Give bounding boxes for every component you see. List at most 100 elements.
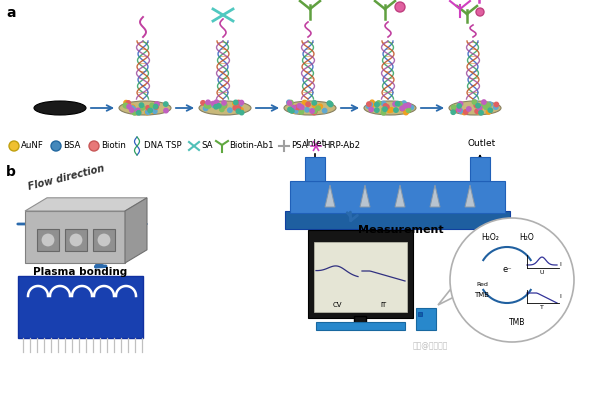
Circle shape — [476, 8, 484, 16]
Circle shape — [487, 110, 491, 114]
Circle shape — [151, 106, 156, 110]
Circle shape — [474, 103, 479, 107]
Circle shape — [402, 101, 406, 105]
Circle shape — [313, 109, 317, 113]
Circle shape — [299, 105, 304, 110]
Ellipse shape — [34, 101, 86, 115]
Circle shape — [239, 108, 243, 112]
Circle shape — [289, 100, 293, 105]
Circle shape — [51, 141, 61, 151]
Circle shape — [239, 100, 244, 105]
Circle shape — [395, 102, 400, 106]
Text: b: b — [6, 165, 16, 179]
Polygon shape — [125, 198, 147, 263]
Circle shape — [293, 109, 297, 113]
Circle shape — [287, 100, 291, 104]
Circle shape — [206, 104, 211, 108]
Bar — [65, 229, 87, 251]
Text: AuNF: AuNF — [21, 142, 44, 150]
Circle shape — [406, 104, 410, 108]
Circle shape — [376, 101, 381, 105]
Circle shape — [476, 103, 480, 108]
Text: H₂O: H₂O — [520, 233, 535, 242]
Circle shape — [488, 108, 493, 112]
Circle shape — [287, 101, 292, 105]
Text: TMB: TMB — [475, 292, 490, 298]
Bar — [308, 230, 413, 318]
Circle shape — [214, 100, 219, 104]
Bar — [416, 308, 436, 330]
Circle shape — [146, 106, 150, 110]
Circle shape — [203, 106, 208, 111]
Circle shape — [478, 107, 482, 112]
Circle shape — [233, 100, 238, 104]
Circle shape — [485, 104, 490, 109]
Circle shape — [222, 101, 226, 105]
Circle shape — [206, 100, 210, 104]
Circle shape — [235, 103, 239, 107]
Text: Measurement: Measurement — [358, 225, 443, 235]
Circle shape — [69, 233, 83, 247]
Circle shape — [289, 101, 293, 106]
Circle shape — [164, 108, 168, 113]
Text: U: U — [540, 270, 544, 275]
Circle shape — [458, 102, 463, 106]
Text: e⁻: e⁻ — [502, 265, 512, 275]
Circle shape — [130, 106, 134, 110]
Text: PSA: PSA — [291, 142, 308, 150]
Circle shape — [164, 102, 168, 106]
Circle shape — [127, 104, 131, 109]
Circle shape — [452, 108, 457, 113]
Circle shape — [124, 104, 128, 108]
Circle shape — [154, 104, 158, 109]
Text: I: I — [559, 295, 561, 300]
Circle shape — [130, 108, 134, 112]
Circle shape — [366, 104, 371, 108]
Circle shape — [155, 102, 159, 107]
Circle shape — [299, 105, 304, 110]
Circle shape — [316, 106, 320, 110]
Ellipse shape — [119, 101, 171, 115]
Text: a: a — [6, 6, 16, 20]
Circle shape — [473, 100, 478, 104]
Circle shape — [389, 108, 394, 112]
Circle shape — [299, 110, 304, 114]
Circle shape — [370, 100, 374, 104]
Text: BSA: BSA — [63, 142, 80, 150]
Circle shape — [400, 106, 404, 111]
Circle shape — [136, 108, 140, 112]
Circle shape — [327, 101, 332, 105]
Circle shape — [450, 218, 574, 342]
Circle shape — [305, 107, 309, 112]
Text: TMB: TMB — [509, 318, 525, 327]
Circle shape — [409, 105, 413, 110]
Circle shape — [387, 108, 391, 112]
Circle shape — [131, 105, 135, 110]
Circle shape — [381, 111, 386, 115]
Circle shape — [222, 104, 227, 108]
Circle shape — [9, 141, 19, 151]
Circle shape — [403, 104, 407, 108]
Circle shape — [486, 103, 491, 107]
Circle shape — [223, 102, 227, 107]
Circle shape — [233, 106, 238, 110]
Circle shape — [295, 105, 299, 110]
Circle shape — [383, 104, 388, 108]
Circle shape — [318, 104, 322, 109]
Circle shape — [395, 2, 405, 12]
Circle shape — [383, 107, 387, 112]
Circle shape — [451, 105, 456, 110]
Bar — [305, 157, 325, 181]
Circle shape — [236, 106, 241, 110]
Circle shape — [132, 107, 136, 112]
Circle shape — [482, 101, 486, 105]
Circle shape — [371, 102, 375, 107]
Circle shape — [150, 103, 154, 107]
Circle shape — [374, 108, 379, 112]
Text: Inlet: Inlet — [305, 139, 325, 148]
Bar — [93, 229, 115, 251]
Circle shape — [472, 100, 476, 104]
Text: Flow direction: Flow direction — [27, 163, 106, 192]
Bar — [314, 242, 407, 312]
Circle shape — [328, 102, 332, 106]
